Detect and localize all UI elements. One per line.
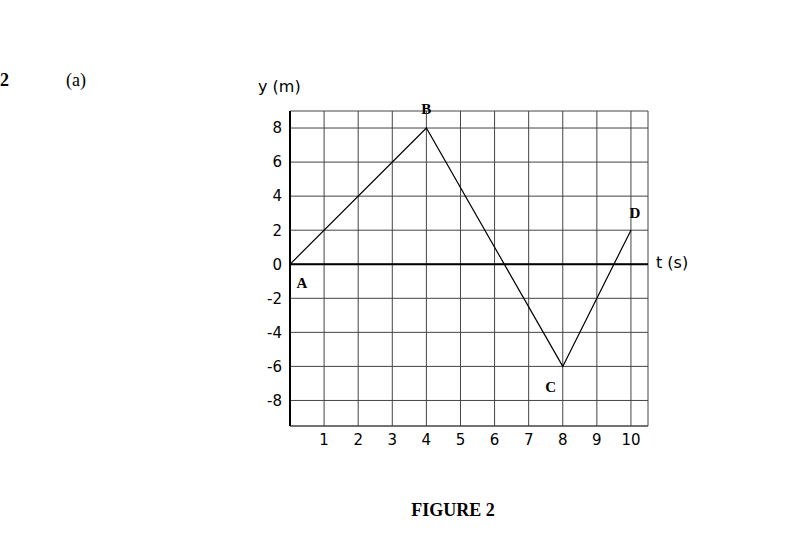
svg-text:B: B <box>421 101 431 117</box>
html-text:y (m): y (m) <box>258 77 301 96</box>
svg-text:4: 4 <box>422 431 432 449</box>
svg-text:-8: -8 <box>267 392 282 410</box>
svg-text:C: C <box>545 379 556 395</box>
html-text:t (s): t (s) <box>656 253 689 273</box>
svg-text:2: 2 <box>353 431 363 449</box>
svg-text:6: 6 <box>272 153 282 171</box>
html-text:(a): (a) <box>66 70 86 90</box>
svg-text:3: 3 <box>388 431 398 449</box>
svg-text:4: 4 <box>272 187 282 205</box>
svg-text:7: 7 <box>524 431 534 449</box>
svg-text:D: D <box>630 205 641 221</box>
svg-text:8: 8 <box>558 431 568 449</box>
svg-text:5: 5 <box>456 431 466 449</box>
svg-text:-6: -6 <box>267 358 282 376</box>
svg-text:1: 1 <box>319 431 329 449</box>
svg-text:10: 10 <box>621 431 640 449</box>
svg-text:9: 9 <box>592 431 602 449</box>
svg-text:0: 0 <box>272 256 282 274</box>
svg-text:-4: -4 <box>267 324 282 342</box>
svg-text:8: 8 <box>272 119 282 137</box>
svg-text:A: A <box>297 275 308 291</box>
svg-text:6: 6 <box>490 431 500 449</box>
html-text:2: 2 <box>0 70 9 90</box>
html-text:FIGURE 2: FIGURE 2 <box>411 500 495 520</box>
svg-text:-2: -2 <box>267 290 282 308</box>
svg-text:2: 2 <box>272 222 282 240</box>
